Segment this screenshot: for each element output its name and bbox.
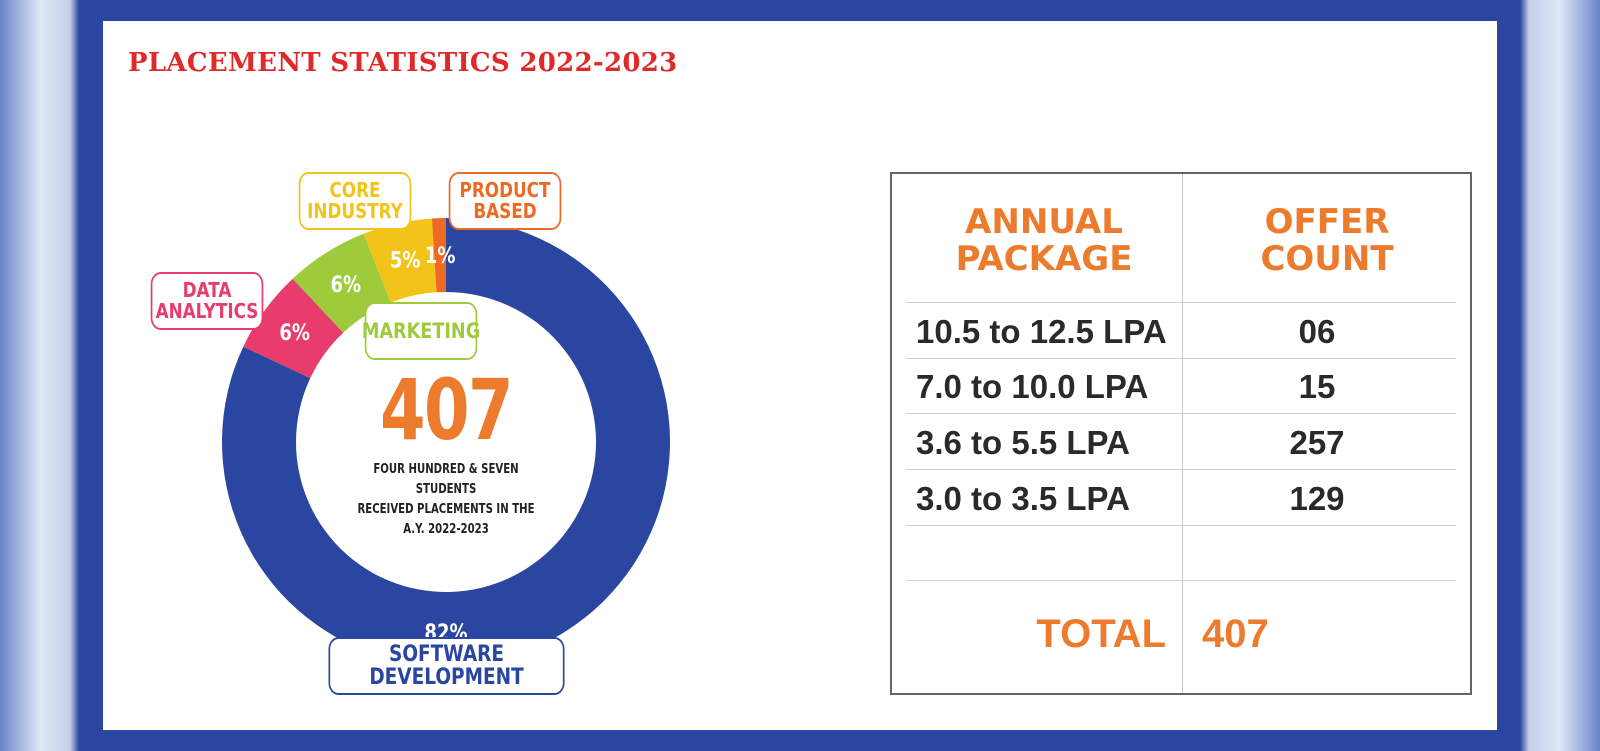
table-row-count: 15 [1298, 368, 1336, 405]
callout-software-development: SOFTWARE DEVELOPMENT [328, 637, 565, 695]
header-offer-count: OFFER COUNT [1260, 202, 1394, 279]
slice-product-based [431, 218, 446, 293]
slice-value-label: 6% [279, 319, 310, 345]
slice-software-development [221, 218, 671, 666]
total-value: 407 [1202, 612, 1269, 656]
slice-value-label: 1% [425, 242, 456, 268]
callout-data-analytics: DATA ANALYTICS [150, 272, 264, 330]
table-row-package: 3.0 to 3.5 LPA [916, 480, 1130, 517]
row-divider [906, 358, 1456, 359]
table-row-package: 10.5 to 12.5 LPA [916, 313, 1167, 350]
page-title: PLACEMENT STATISTICS 2022-2023 [128, 48, 678, 78]
table-row-count: 129 [1289, 480, 1345, 517]
row-divider [906, 525, 1456, 526]
row-divider [906, 413, 1456, 414]
column-divider [1182, 174, 1183, 693]
table-row-count: 257 [1289, 424, 1345, 461]
row-divider [906, 580, 1456, 581]
row-divider [906, 469, 1456, 470]
table-row-package: 3.6 to 5.5 LPA [916, 424, 1130, 461]
placement-donut-chart: 82%6%6%5% 1% [221, 218, 671, 666]
callout-product-based: PRODUCT BASED [448, 172, 562, 230]
callout-core-industry: CORE INDUSTRY [298, 172, 412, 230]
package-table: ANNUAL PACKAGE OFFER COUNT 10.5 to 12.5 … [890, 172, 1472, 695]
callout-marketing: MARKETING [362, 302, 480, 360]
row-divider [906, 302, 1456, 303]
total-label: TOTAL [1036, 612, 1166, 656]
donut-center: 407 FOUR HUNDRED & SEVEN STUDENTS RECEIV… [320, 368, 572, 541]
slice-value-label: 5% [390, 247, 421, 273]
center-caption: FOUR HUNDRED & SEVEN STUDENTS RECEIVED P… [357, 462, 535, 538]
table-row-package: 7.0 to 10.0 LPA [916, 368, 1149, 405]
total-students-number: 407 [379, 361, 514, 459]
slice-value-label: 6% [330, 271, 361, 297]
slice-data-analytics [243, 278, 344, 379]
table-row-count: 06 [1298, 313, 1336, 350]
header-annual-package: ANNUAL PACKAGE [955, 202, 1133, 279]
slice-core-industry [363, 218, 437, 303]
